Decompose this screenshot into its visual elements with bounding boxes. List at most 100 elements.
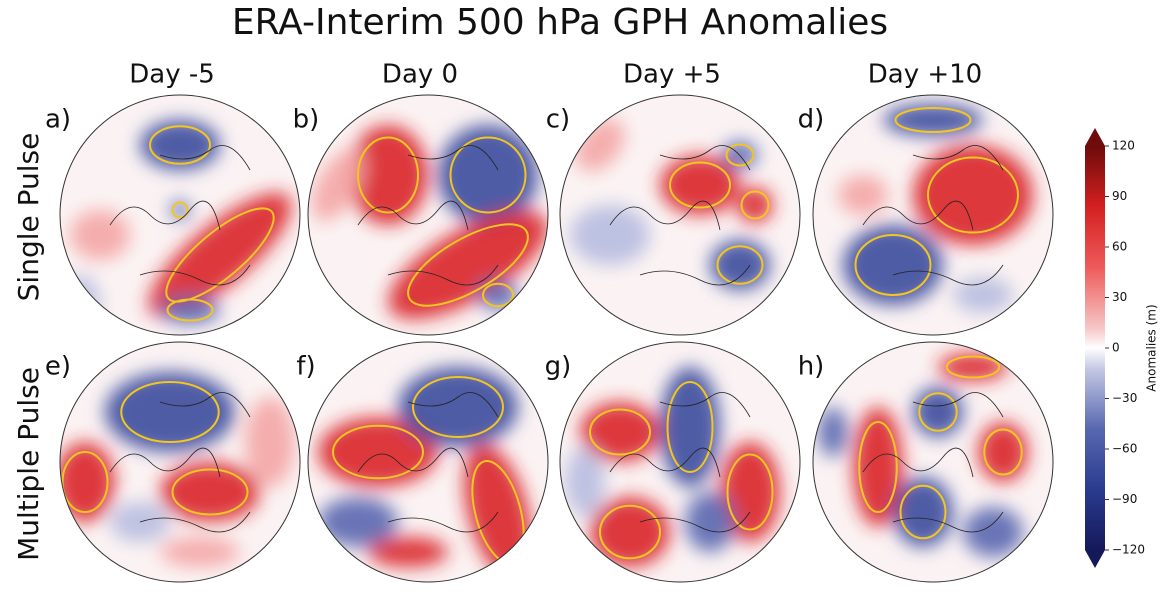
coastline [609,392,751,533]
map-border [812,94,1054,336]
anomaly-blob [70,210,130,260]
panel-label: a) [45,105,71,135]
column-label: Day -5 [129,60,215,90]
anomaly-blob [348,125,428,225]
panel-label: c) [546,105,570,135]
significance-contour [945,355,1001,379]
significance-contour [918,392,958,432]
anomaly-field [60,372,295,567]
significance-contour [407,223,529,307]
anomaly-blob [318,497,398,547]
colorbar-tick-label: −120 [1112,543,1145,557]
map-border [559,341,801,583]
anomaly-blob [398,367,518,447]
coastline [862,392,1004,533]
significance-contour [165,207,275,303]
anomaly-field [565,367,780,567]
coastline [109,145,251,286]
anomaly-blob [60,442,115,522]
map-panel [60,342,300,582]
colorbar-tick-label: 30 [1112,290,1127,304]
anomaly-blob [140,120,220,170]
colorbar-tick-label: −60 [1112,442,1137,456]
coastline [357,392,499,533]
map-border [812,341,1054,583]
column-label: Day +5 [623,60,721,90]
map-panel [560,342,800,582]
colorbar-tick-label: 90 [1112,189,1127,203]
significance-contour [599,504,661,560]
anomaly-blob [388,210,548,320]
anomaly-field [318,367,533,581]
significance-contour [61,451,109,513]
panel-label: g) [545,352,572,382]
map-panel [60,95,300,335]
colorbar [1085,146,1105,550]
significance-contour [854,234,932,296]
significance-contour [357,136,419,214]
colorbar-extend-bottom [1085,550,1105,568]
column-label: Day 0 [382,60,458,90]
colorbar-label: Anomalies (m) [1145,304,1159,391]
map-panel [308,342,548,582]
significance-contour [449,136,527,214]
map-border [307,94,549,336]
anomaly-blob [660,367,720,487]
anomaly-blob [570,205,650,265]
anomaly-blob [565,447,605,517]
significance-contour [983,428,1023,476]
map-panel [560,95,800,335]
panel-label: d) [798,105,825,135]
significance-contour [927,156,1019,234]
map-border [59,94,301,336]
anomaly-blob [838,175,888,215]
significance-contour [716,245,764,285]
anomaly-blob [720,442,780,542]
map-panel [308,95,548,335]
significance-contour [332,424,424,480]
colorbar-tick-label: 120 [1112,139,1135,153]
anomaly-blob [853,407,903,527]
map-border [307,341,549,583]
panel-label: e) [45,352,71,382]
significance-contour [171,468,249,516]
map-panel [813,342,1053,582]
anomaly-blob [438,125,538,225]
anomaly-blob [160,537,240,567]
colorbar-tick-label: −90 [1112,492,1137,506]
anomaly-blob [913,387,963,437]
colorbar-tick-label: 0 [1112,341,1120,355]
significance-contour [412,376,504,438]
significance-contour [894,107,972,133]
column-label: Day +10 [868,60,982,90]
anomaly-field [60,120,292,335]
anomaly-blob [843,225,943,305]
anomaly-blob [148,192,292,318]
row-label: Multiple Pulse [12,367,45,561]
map-border [59,341,301,583]
significance-contour [726,453,774,531]
figure-title: ERA-Interim 500 hPa GPH Anomalies [232,2,888,43]
coastline [609,145,751,286]
anomaly-blob [311,148,365,222]
significance-contour [149,125,211,165]
significance-contour [482,282,514,308]
anomaly-blob [710,240,770,290]
significance-contour [740,190,770,220]
anomaly-blob [685,492,735,552]
anomaly-blob [953,277,1013,313]
map-panel [813,95,1053,335]
anomaly-blob [160,462,260,522]
coastline [357,145,499,286]
panel-label: f) [296,352,315,382]
anomaly-blob [818,407,848,457]
row-label: Single Pulse [12,133,45,302]
significance-contour [589,408,651,456]
map-border [559,94,801,336]
panel-label: b) [293,105,320,135]
anomaly-blob [245,397,295,487]
anomaly-blob [580,402,660,462]
significance-contour [166,298,214,322]
significance-contour [669,161,731,209]
anomaly-blob [368,537,448,567]
